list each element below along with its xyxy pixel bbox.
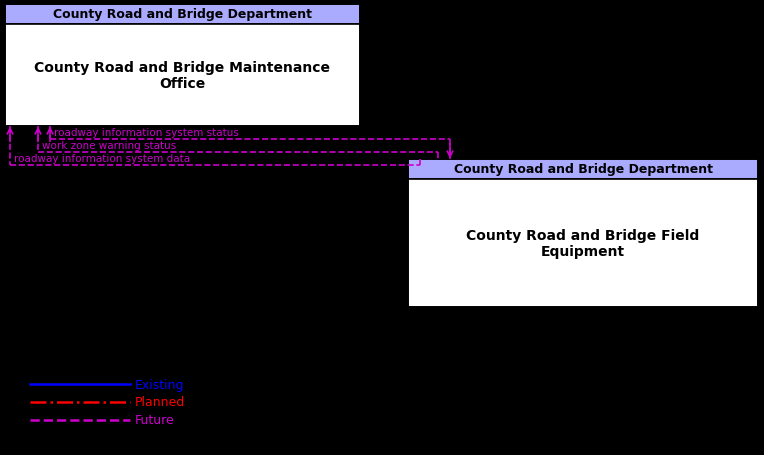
- Bar: [408, 160, 758, 307]
- Bar: [5, 5, 360, 127]
- Bar: [408, 180, 758, 307]
- Text: County Road and Bridge Field
Equipment: County Road and Bridge Field Equipment: [466, 228, 700, 258]
- Text: Future: Future: [135, 414, 175, 427]
- Bar: [5, 5, 360, 25]
- Bar: [5, 25, 360, 127]
- Text: County Road and Bridge Maintenance
Office: County Road and Bridge Maintenance Offic…: [34, 61, 331, 91]
- Text: County Road and Bridge Department: County Road and Bridge Department: [53, 9, 312, 21]
- Text: Existing: Existing: [135, 378, 184, 391]
- Text: Planned: Planned: [135, 396, 185, 409]
- Text: County Road and Bridge Department: County Road and Bridge Department: [454, 163, 713, 176]
- Text: work zone warning status: work zone warning status: [42, 141, 176, 151]
- Bar: [408, 160, 758, 180]
- Text: roadway information system data: roadway information system data: [14, 154, 190, 164]
- Text: roadway information system status: roadway information system status: [53, 128, 238, 138]
